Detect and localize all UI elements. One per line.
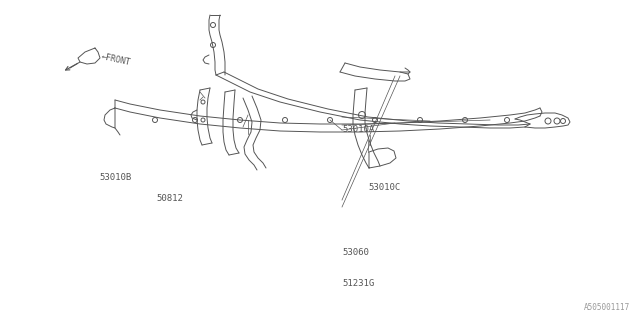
Text: 50812: 50812 <box>157 194 184 203</box>
Text: 51231G: 51231G <box>342 279 374 288</box>
Text: 53010C: 53010C <box>368 183 400 192</box>
Text: 53010A: 53010A <box>342 125 374 134</box>
Text: 53060: 53060 <box>342 248 369 257</box>
Text: 53010B: 53010B <box>99 173 131 182</box>
Text: ←FRONT: ←FRONT <box>100 52 131 68</box>
Text: A505001117: A505001117 <box>584 303 630 312</box>
